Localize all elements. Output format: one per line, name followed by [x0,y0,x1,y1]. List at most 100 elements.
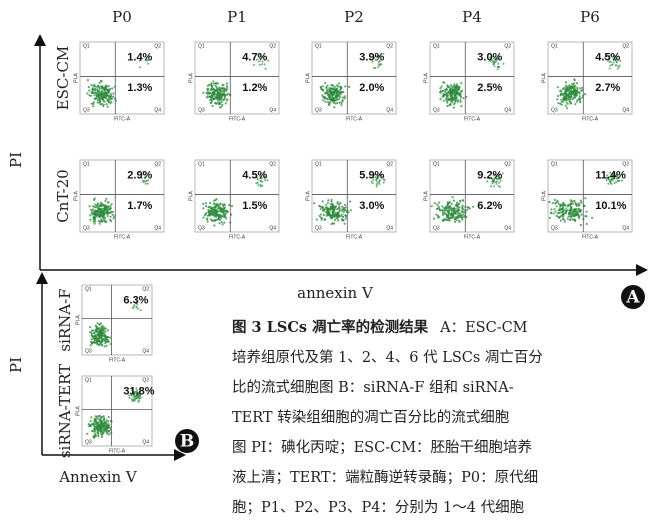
event-dot [105,221,107,223]
event-dot [376,184,378,186]
event-dot [318,205,320,207]
event-dot [455,219,457,221]
event-dot [214,219,216,221]
event-dot [94,204,96,206]
quadrant-label: Q1 [551,43,558,49]
event-dot [580,90,582,92]
event-dot [89,424,91,426]
event-dot [95,425,97,427]
event-dot [445,92,447,94]
event-dot [557,86,559,88]
plot-y-label: PI-A [188,72,194,82]
percent-label: 2.9% [127,170,152,182]
event-dot [586,211,588,213]
event-dot [447,218,449,220]
flow-plot: Q1Q2Q3Q4FITC-API-A11.4%10.1% [541,160,632,240]
event-dot [577,99,579,101]
quadrant-label: Q1 [315,161,322,167]
event-dot [565,212,567,214]
event-dot [98,333,100,335]
event-dot [561,104,563,106]
event-dot [222,90,224,92]
event-dot [101,325,103,327]
event-dot [578,215,580,217]
caption-line: 培养组原代及第 1、2、4、6 代 LSCs 凋亡百分 [232,348,543,366]
event-dot [337,85,339,87]
quadrant-label: Q3 [551,107,558,113]
event-dot [94,420,96,422]
event-dot [462,199,464,201]
event-dot [439,209,441,211]
event-dot [101,340,103,342]
event-dot [330,199,332,201]
event-dot [330,208,332,210]
event-dot [324,101,326,103]
event-dot [95,211,97,213]
event-dot [218,222,220,224]
event-dot [449,216,451,218]
event-dot [443,82,445,84]
event-dot [580,200,582,202]
event-dot [224,204,226,206]
event-dot [107,206,109,208]
percent-label: 5.9% [359,170,384,182]
event-dot [99,337,101,339]
event-dot [451,203,453,205]
event-dot [329,89,331,91]
event-dot [447,91,449,93]
event-dot [104,430,106,432]
event-dot [94,88,96,90]
event-dot [498,66,500,68]
event-dot [453,107,455,109]
quadrant-label: Q4 [504,107,511,113]
event-dot [104,91,106,93]
event-dot [221,221,223,223]
event-dot [108,212,110,214]
event-dot [145,183,147,185]
event-dot [455,90,457,92]
event-dot [447,210,449,212]
event-dot [565,81,567,83]
event-dot [344,204,346,206]
event-dot [436,204,438,206]
event-dot [453,103,455,105]
event-dot [609,67,611,69]
event-dot [331,215,333,217]
event-dot [107,89,109,91]
event-dot [102,105,104,107]
event-dot [451,86,453,88]
event-dot [223,88,225,90]
quadrant-label: Q2 [386,161,393,167]
percent-label: 2.5% [477,82,502,94]
event-dot [219,90,221,92]
event-dot [104,200,106,202]
event-dot [446,105,448,107]
event-dot [87,79,89,81]
quadrant-label: Q3 [433,107,440,113]
event-dot [565,207,567,209]
event-dot [215,97,217,99]
caption-line: TERT 转染组细胞的凋亡百分比的流式细胞 [232,409,509,426]
event-dot [567,218,569,220]
event-dot [213,91,215,93]
event-dot [334,99,336,101]
event-dot [564,89,566,91]
event-dot [441,85,443,87]
percent-label: 9.2% [477,170,502,182]
event-dot [343,208,345,210]
percent-label: 1.7% [127,200,152,212]
event-dot [207,95,209,97]
event-dot [110,95,112,97]
event-dot [207,206,209,208]
event-dot [441,96,443,98]
event-dot [457,99,459,101]
event-dot [98,220,100,222]
quadrant-label: Q1 [433,43,440,49]
event-dot [548,201,550,203]
caption-title: 图 3 LSCs 凋亡率的检测结果 [232,318,429,336]
event-dot [459,93,461,95]
event-dot [98,327,100,329]
event-dot [562,94,564,96]
row-label: ESC-CM [54,46,72,111]
